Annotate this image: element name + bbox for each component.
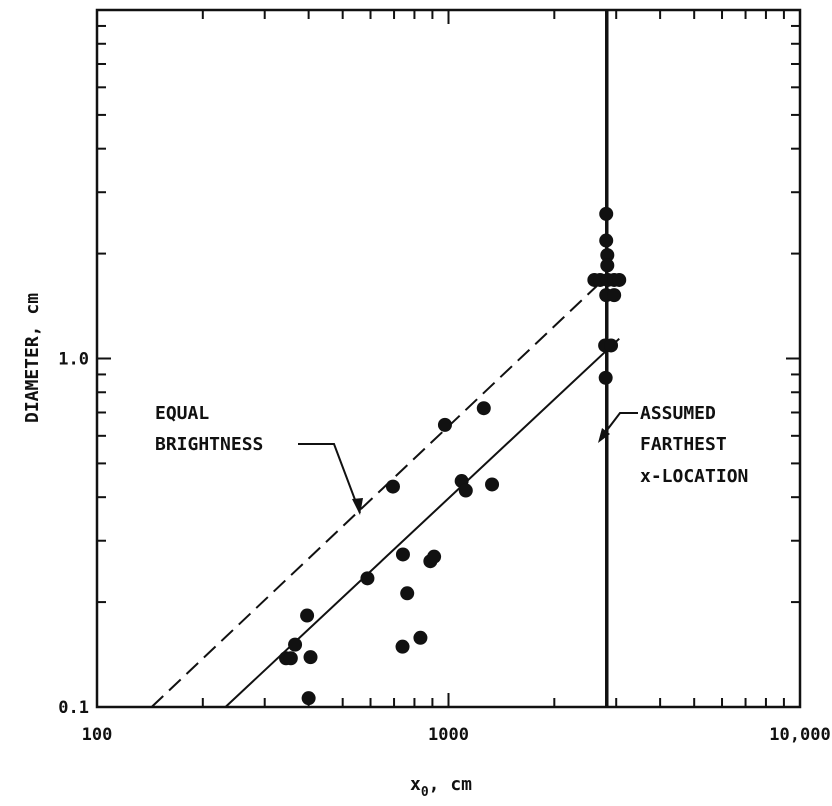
y-tick-label: 0.1 [58,698,89,718]
y-tick-label: 1.0 [58,350,89,370]
data-point [607,288,622,303]
annotation-farthest-line3: x-LOCATION [640,466,748,487]
data-point [599,206,614,221]
data-point [427,549,442,564]
data-point [283,651,298,666]
annotation-farthest-line2: FARTHEST [640,434,727,455]
data-point [612,272,627,287]
data-point [300,608,315,623]
data-point [301,691,316,706]
data-point [604,338,619,353]
tick-marks [96,9,801,708]
data-points [279,206,627,706]
x-tick-label: 1000 [428,725,469,745]
data-point [360,571,375,586]
annotation-equal-brightness-line2: BRIGHTNESS [155,434,263,455]
data-point [288,637,303,652]
equal-brightness-line [150,281,602,708]
fit-lines [150,10,620,708]
annotation-equal-brightness-leader [298,443,361,514]
plot-frame [95,8,802,709]
data-point [413,630,428,645]
data-point [395,639,410,654]
data-point [303,650,318,665]
x-axis-title: x0, cm [410,774,472,800]
x-tick-label: 100 [82,725,113,745]
data-point [400,586,415,601]
data-point [598,370,613,385]
annotation-farthest-arrowhead [598,428,610,443]
data-point [437,417,452,432]
data-point [600,248,615,263]
annotation-equal-brightness-arrowhead [352,498,363,515]
data-point [599,233,614,248]
data-point [476,401,491,416]
y-axis-title: DIAMETER, cm [22,293,43,423]
annotation-farthest-line1: ASSUMED [640,403,716,424]
tick-labels: 100 1000 10,000 0.1 1.0 [58,350,830,746]
data-point [485,477,500,492]
annotation-farthest-leader [600,412,638,439]
x-tick-label: 10,000 [769,725,830,745]
data-point [395,547,410,562]
data-point [385,479,400,494]
data-point [600,258,615,273]
annotation-equal-brightness-line1: EQUAL [155,403,209,424]
data-point [458,483,473,498]
